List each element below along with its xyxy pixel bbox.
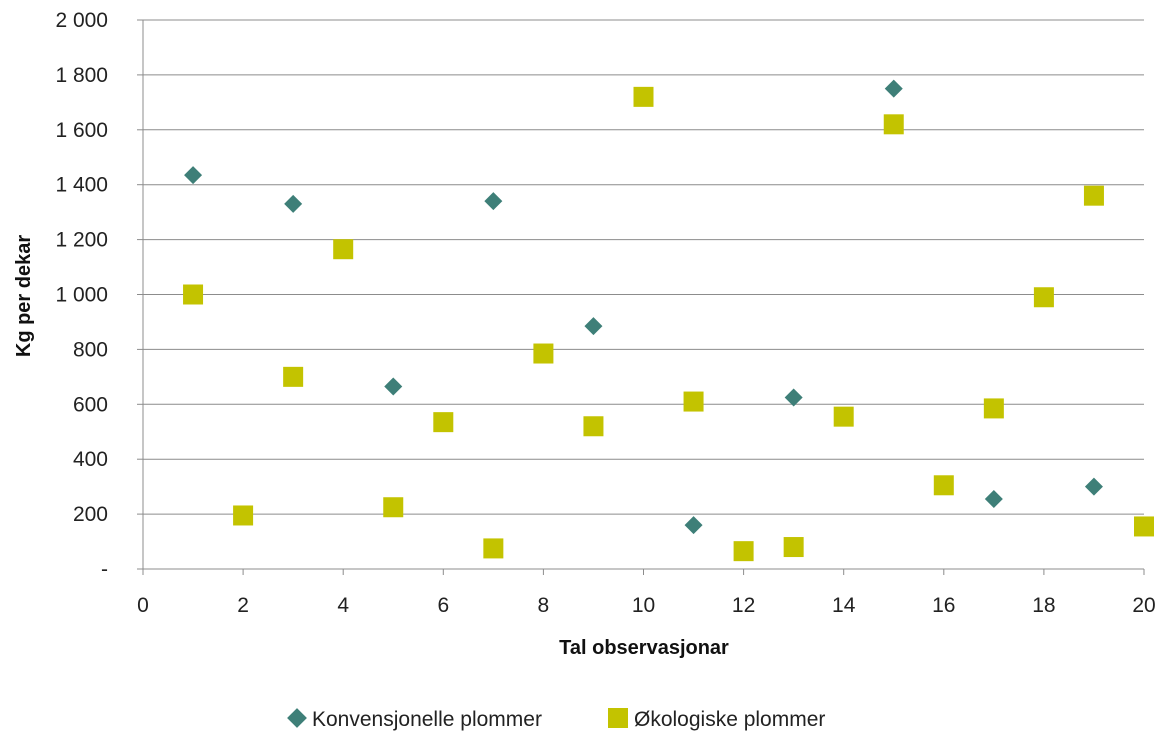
x-tick-label: 10 [632, 594, 655, 617]
legend-diamond-marker [287, 708, 307, 728]
legend-item-okologiske: Økologiske plommer [608, 708, 825, 731]
okologiske-point [683, 391, 704, 412]
x-tick-label: 12 [732, 594, 755, 617]
konvensjonelle-point [384, 377, 403, 396]
axes [137, 19, 1145, 575]
y-tick-label: 1 000 [55, 284, 108, 307]
y-tick-label: 1 800 [55, 64, 108, 87]
konvensjonelle-point [284, 194, 303, 213]
x-tick-label: 20 [1132, 594, 1155, 617]
y-tick-label: 600 [73, 393, 108, 416]
konvensjonelle-point [1084, 477, 1103, 496]
x-tick-label: 4 [337, 594, 349, 617]
okologiske-point [783, 537, 804, 558]
y-tick-label: 1 600 [55, 119, 108, 142]
okologiske-point [383, 497, 404, 518]
x-tick-label: 16 [932, 594, 955, 617]
okologiske-point [833, 406, 854, 427]
legend-item-konvensjonelle: Konvensjonelle plommer [287, 708, 542, 731]
y-axis-title: Kg per dekar [13, 235, 35, 357]
konvensjonelle-point [884, 79, 903, 98]
konvensjonelle-point [684, 516, 703, 535]
x-tick-label: 0 [137, 594, 149, 617]
y-tick-label: 400 [73, 448, 108, 471]
okologiske-point [483, 538, 504, 559]
y-tick-label: 2 000 [55, 9, 108, 32]
okologiske-point [233, 505, 254, 526]
okologiske-point [1083, 185, 1104, 206]
konvensjonelle-point [784, 388, 803, 407]
y-tick-label: 1 200 [55, 229, 108, 252]
konvensjonelle-point [584, 317, 603, 336]
y-axis-tick-labels: - 200 400 600 800 1 000 1 200 1 400 1 600 1 800 2 … [55, 9, 108, 581]
okologiske-point [433, 412, 454, 433]
x-tick-label: 14 [832, 594, 856, 617]
okologiske-point [1134, 516, 1154, 537]
y-tick-label: 800 [73, 338, 108, 361]
okologiske-point [983, 398, 1004, 419]
x-tick-label: 2 [237, 594, 249, 617]
x-tick-label: 18 [1032, 594, 1055, 617]
y-tick-label: 200 [73, 503, 108, 526]
y-tick-label: 1 400 [55, 174, 108, 197]
x-axis-tick-labels: 0 2 4 6 8 10 12 14 16 18 20 [137, 594, 1156, 617]
y-tick-label: - [101, 558, 108, 581]
legend-label-konvensjonelle: Konvensjonelle plommer [312, 708, 542, 731]
konvensjonelle-point [984, 490, 1003, 509]
legend: Konvensjonelle plommer Økologiske plomme… [287, 708, 825, 731]
okologiske-point [583, 416, 604, 437]
x-axis-title: Tal observasjonar [559, 637, 729, 659]
okologiske-point [733, 541, 754, 562]
x-tick-label: 8 [538, 594, 550, 617]
data-points [183, 79, 1154, 562]
okologiske-point [883, 114, 904, 135]
okologiske-point [933, 475, 954, 496]
legend-square-marker [608, 708, 628, 728]
okologiske-point [533, 343, 554, 364]
legend-label-okologiske: Økologiske plommer [634, 708, 825, 731]
okologiske-point [633, 86, 654, 107]
okologiske-point [1033, 287, 1054, 308]
okologiske-point [183, 284, 204, 305]
okologiske-point [283, 366, 304, 387]
x-tick-label: 6 [437, 594, 449, 617]
okologiske-point [333, 239, 354, 260]
konvensjonelle-point [484, 192, 503, 211]
gridlines [143, 19, 1144, 515]
konvensjonelle-point [184, 166, 203, 185]
